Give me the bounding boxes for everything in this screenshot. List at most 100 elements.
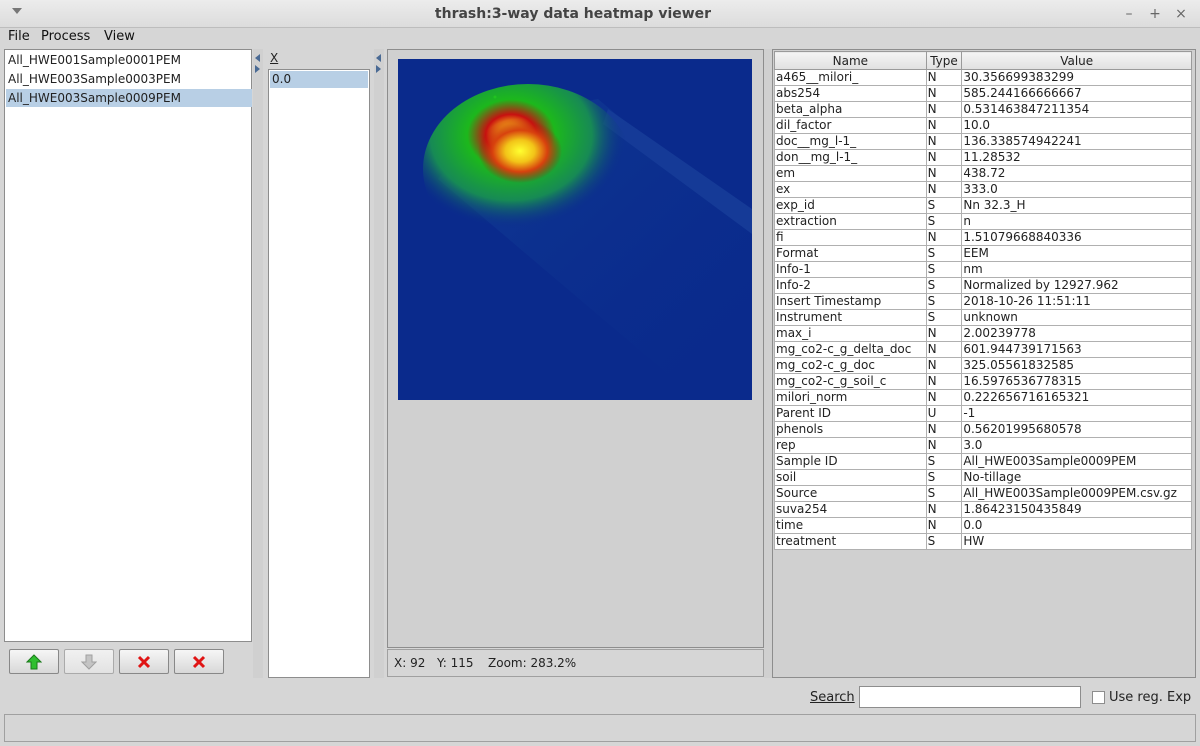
table-row[interactable]: Format S EEM <box>774 245 1192 262</box>
property-name-cell[interactable]: em <box>774 165 927 182</box>
property-value-cell[interactable]: 30.356699383299 <box>961 69 1192 86</box>
property-name-cell[interactable]: Info-2 <box>774 277 927 294</box>
property-type-cell[interactable]: N <box>925 341 963 358</box>
property-type-cell[interactable]: N <box>925 165 963 182</box>
property-value-cell[interactable]: nm <box>961 261 1192 278</box>
property-name-cell[interactable]: max_i <box>774 325 927 342</box>
table-row[interactable]: time N 0.0 <box>774 517 1192 534</box>
table-row[interactable]: fi N 1.51079668840336 <box>774 229 1192 246</box>
property-value-cell[interactable]: 3.0 <box>961 437 1192 454</box>
menu-view[interactable]: View <box>104 29 135 44</box>
table-row[interactable]: mg_co2-c_g_soil_c N 16.5976536778315 <box>774 373 1192 390</box>
table-row[interactable]: doc__mg_l-1_ N 136.338574942241 <box>774 133 1192 150</box>
maximize-button[interactable]: + <box>1149 6 1161 22</box>
property-value-cell[interactable]: 10.0 <box>961 117 1192 134</box>
window-menu-icon[interactable] <box>12 8 22 14</box>
splitter[interactable] <box>253 49 263 678</box>
property-type-cell[interactable]: N <box>925 149 963 166</box>
property-type-cell[interactable]: N <box>925 517 963 534</box>
property-type-cell[interactable]: N <box>925 389 963 406</box>
table-row[interactable]: phenols N 0.56201995680578 <box>774 421 1192 438</box>
menu-process[interactable]: Process <box>41 29 91 44</box>
property-name-cell[interactable]: Format <box>774 245 927 262</box>
property-value-cell[interactable]: 136.338574942241 <box>961 133 1192 150</box>
property-value-cell[interactable]: 333.0 <box>961 181 1192 198</box>
property-name-cell[interactable]: a465__milori_ <box>774 69 927 86</box>
table-row[interactable]: Source S All_HWE003Sample0009PEM.csv.gz <box>774 485 1192 502</box>
property-name-cell[interactable]: mg_co2-c_g_doc <box>774 357 927 374</box>
property-value-cell[interactable]: EEM <box>961 245 1192 262</box>
property-value-cell[interactable]: 0.0 <box>961 517 1192 534</box>
menu-file[interactable]: File <box>8 29 30 44</box>
collapse-right-icon[interactable] <box>376 65 381 73</box>
property-type-cell[interactable]: S <box>925 485 963 502</box>
property-value-cell[interactable]: 601.944739171563 <box>961 341 1192 358</box>
property-value-cell[interactable]: All_HWE003Sample0009PEM.csv.gz <box>961 485 1192 502</box>
property-name-cell[interactable]: milori_norm <box>774 389 927 406</box>
property-name-cell[interactable]: Instrument <box>774 309 927 326</box>
splitter[interactable] <box>374 49 384 678</box>
table-row[interactable]: beta_alpha N 0.531463847211354 <box>774 101 1192 118</box>
property-value-cell[interactable]: 0.222656716165321 <box>961 389 1192 406</box>
property-name-cell[interactable]: suva254 <box>774 501 927 518</box>
table-row[interactable]: mg_co2-c_g_doc N 325.05561832585 <box>774 357 1192 374</box>
sample-list-item-selected[interactable]: All_HWE003Sample0009PEM <box>6 89 252 107</box>
property-value-cell[interactable]: n <box>961 213 1192 230</box>
property-name-cell[interactable]: rep <box>774 437 927 454</box>
property-type-cell[interactable]: S <box>925 261 963 278</box>
regexp-checkbox[interactable] <box>1092 691 1105 704</box>
property-name-cell[interactable]: time <box>774 517 927 534</box>
property-value-cell[interactable]: 1.51079668840336 <box>961 229 1192 246</box>
property-type-cell[interactable]: S <box>925 453 963 470</box>
property-value-cell[interactable]: 2018-10-26 11:51:11 <box>961 293 1192 310</box>
property-type-cell[interactable]: N <box>925 69 963 86</box>
property-value-cell[interactable]: 585.244166666667 <box>961 85 1192 102</box>
property-type-cell[interactable]: N <box>925 421 963 438</box>
minimize-button[interactable]: – <box>1125 6 1133 22</box>
table-row[interactable]: em N 438.72 <box>774 165 1192 182</box>
heatmap-canvas[interactable] <box>398 59 752 400</box>
property-value-cell[interactable]: 0.531463847211354 <box>961 101 1192 118</box>
property-name-cell[interactable]: Sample ID <box>774 453 927 470</box>
property-name-cell[interactable]: beta_alpha <box>774 101 927 118</box>
table-row[interactable]: max_i N 2.00239778 <box>774 325 1192 342</box>
property-value-cell[interactable]: unknown <box>961 309 1192 326</box>
collapse-left-icon[interactable] <box>376 54 381 62</box>
property-type-cell[interactable]: S <box>925 293 963 310</box>
property-type-cell[interactable]: N <box>925 501 963 518</box>
property-value-cell[interactable]: Nn 32.3_H <box>961 197 1192 214</box>
table-row[interactable]: Info-2 S Normalized by 12927.962 <box>774 277 1192 294</box>
move-down-button[interactable] <box>64 649 114 674</box>
property-type-cell[interactable]: S <box>925 245 963 262</box>
column-header-type[interactable]: Type <box>925 51 963 70</box>
property-type-cell[interactable]: S <box>925 197 963 214</box>
property-name-cell[interactable]: treatment <box>774 533 927 550</box>
property-type-cell[interactable]: N <box>925 373 963 390</box>
property-value-cell[interactable]: 438.72 <box>961 165 1192 182</box>
close-button[interactable]: × <box>1175 6 1187 22</box>
collapse-right-icon[interactable] <box>255 65 260 73</box>
property-type-cell[interactable]: S <box>925 213 963 230</box>
property-name-cell[interactable]: ex <box>774 181 927 198</box>
property-name-cell[interactable]: soil <box>774 469 927 486</box>
property-type-cell[interactable]: S <box>925 277 963 294</box>
move-up-button[interactable] <box>9 649 59 674</box>
table-row[interactable]: abs254 N 585.244166666667 <box>774 85 1192 102</box>
property-type-cell[interactable]: S <box>925 533 963 550</box>
property-name-cell[interactable]: mg_co2-c_g_soil_c <box>774 373 927 390</box>
property-type-cell[interactable]: N <box>925 85 963 102</box>
property-value-cell[interactable]: Normalized by 12927.962 <box>961 277 1192 294</box>
table-row[interactable]: ex N 333.0 <box>774 181 1192 198</box>
property-type-cell[interactable]: N <box>925 133 963 150</box>
property-type-cell[interactable]: U <box>925 405 963 422</box>
search-input[interactable] <box>859 686 1081 708</box>
property-name-cell[interactable]: Insert Timestamp <box>774 293 927 310</box>
property-name-cell[interactable]: mg_co2-c_g_delta_doc <box>774 341 927 358</box>
property-value-cell[interactable]: HW <box>961 533 1192 550</box>
property-value-cell[interactable]: 0.56201995680578 <box>961 421 1192 438</box>
property-name-cell[interactable]: phenols <box>774 421 927 438</box>
property-name-cell[interactable]: Info-1 <box>774 261 927 278</box>
